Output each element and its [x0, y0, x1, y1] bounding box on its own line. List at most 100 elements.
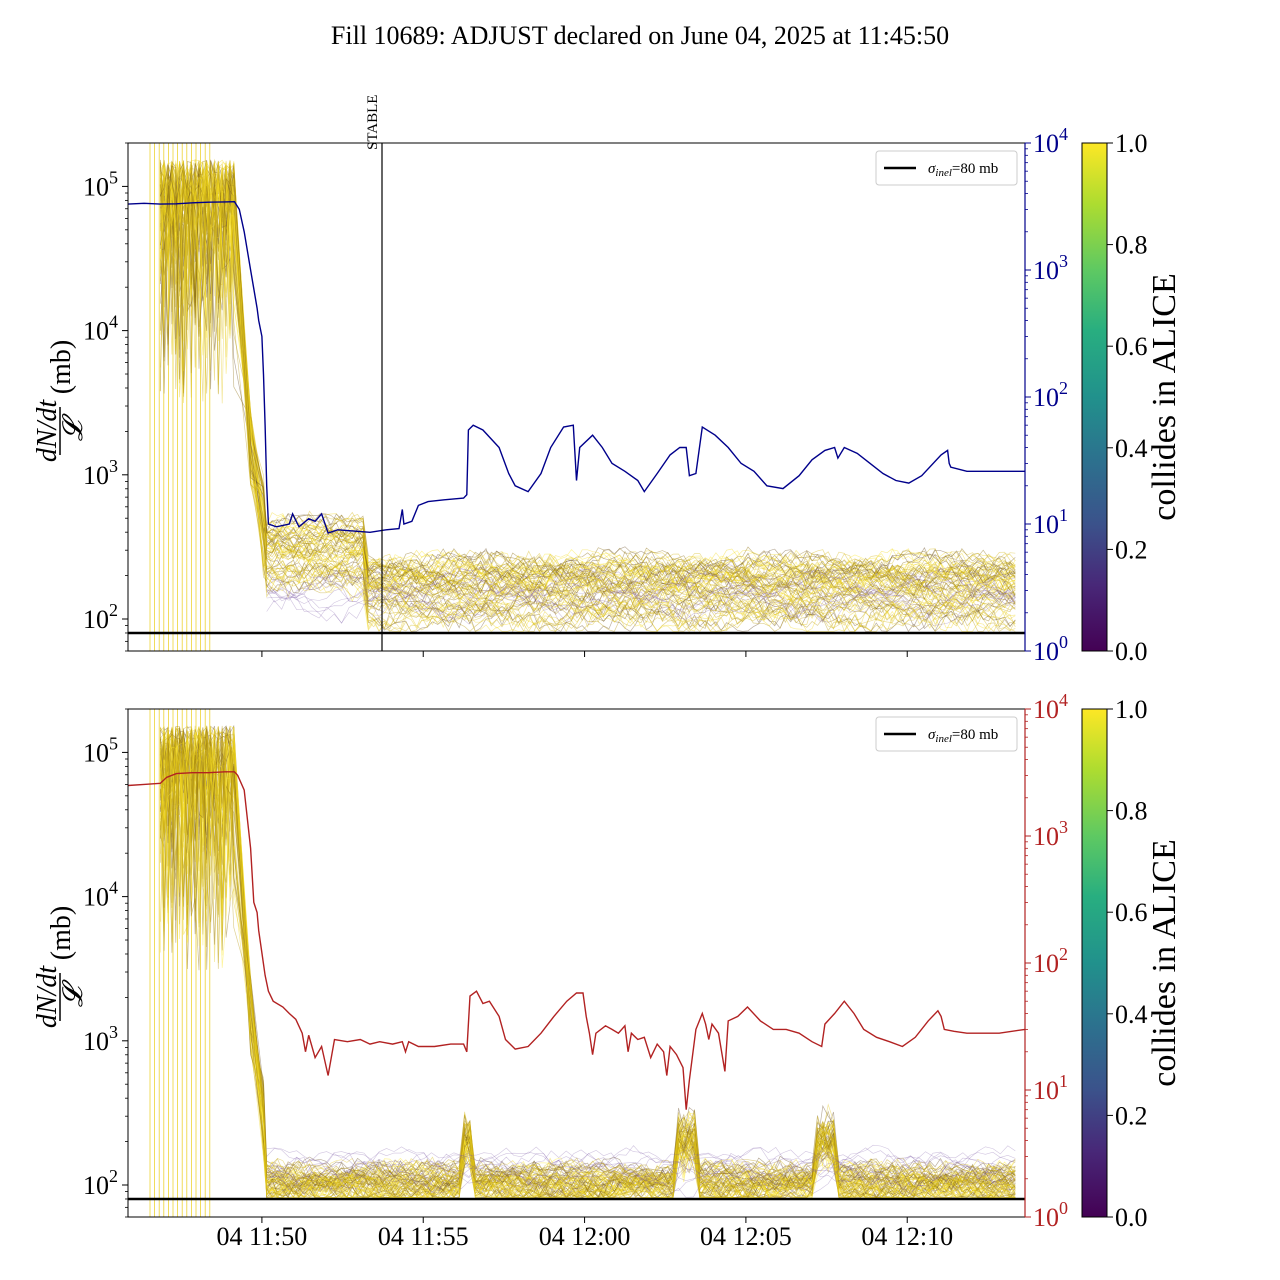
- lower-colorbar-ticks: 0.0 0.2 0.4 0.6 0.8 1.0: [1107, 695, 1148, 1232]
- upper-colorbar: 0.0 0.2 0.4 0.6 0.8 1.0 collides in ALICE: [1081, 129, 1183, 666]
- svg-text:σinel=80 mb: σinel=80 mb: [928, 161, 998, 179]
- bunch-line: [159, 735, 1016, 1198]
- bunch-line: [159, 165, 1016, 599]
- bunch-line: [159, 724, 1016, 1199]
- bunch-line: [159, 732, 1016, 1199]
- bunch-line: [159, 160, 1016, 594]
- bunch-line: [159, 726, 1016, 1197]
- bunch-line: [159, 728, 1016, 1199]
- bunch-line: [159, 160, 1016, 592]
- bunch-line: [159, 160, 1016, 604]
- bunch-line: [159, 164, 1016, 593]
- bunch-line: [160, 729, 1016, 1196]
- bunch-line: [159, 166, 1016, 598]
- colorbar-tick-label: 0.4: [1115, 434, 1148, 463]
- bunch-line: [159, 158, 1016, 618]
- y-tick-label: 102: [83, 600, 118, 634]
- bunch-line-noncolliding: [266, 1158, 1016, 1197]
- bunch-line: [159, 727, 1016, 1197]
- bunch-line-noncolliding: [266, 586, 1016, 624]
- upper-x-axis: [261, 651, 908, 657]
- x-tick-label: 04 12:00: [539, 1222, 631, 1251]
- bunch-line: [159, 726, 1016, 1199]
- bunch-line: [159, 162, 1016, 586]
- y2-tick-label: 100: [1033, 632, 1068, 666]
- colorbar-tick-label: 0.8: [1115, 231, 1148, 260]
- bunch-line: [159, 161, 1016, 607]
- y2-tick-label: 103: [1033, 251, 1068, 285]
- colorbar-tick-label: 0.6: [1115, 898, 1148, 927]
- bunch-line-noncolliding: [266, 573, 1016, 611]
- bunch-line: [159, 162, 1016, 612]
- lower-legend: σinel=80 mb: [875, 716, 1018, 752]
- bunch-line: [159, 729, 1016, 1199]
- y-tick-label: 103: [83, 1022, 118, 1056]
- bunch-line: [159, 732, 1016, 1199]
- bunch-line-noncolliding: [266, 1154, 1016, 1192]
- bunch-line-noncolliding: [266, 1144, 1016, 1180]
- bunch-line: [159, 726, 1016, 1199]
- bunch-line: [159, 160, 1016, 594]
- y2-tick-label: 101: [1033, 1071, 1068, 1105]
- lower-x-axis: 04 11:50 04 11:55 04 12:00 04 12:05 04 12:10: [217, 1217, 953, 1251]
- bunch-line: [159, 725, 1016, 1199]
- bunch-line: [159, 160, 1016, 602]
- y2-tick-label: 103: [1033, 817, 1068, 851]
- bunch-line: [159, 731, 1016, 1194]
- bunch-line: [160, 727, 1016, 1191]
- bunch-line-noncolliding: [266, 1163, 1016, 1198]
- bunch-line: [159, 164, 1016, 586]
- bunch-line: [159, 163, 1016, 633]
- bunch-line-noncolliding: [266, 568, 1016, 607]
- bunch-line: [160, 160, 1016, 632]
- bunch-line: [159, 161, 1016, 618]
- bunch-line: [159, 726, 1016, 1199]
- bunch-line-noncolliding: [266, 587, 1016, 626]
- bunch-line: [159, 725, 1016, 1199]
- bunch-line: [159, 727, 1016, 1199]
- bunch-line: [159, 159, 1016, 601]
- bunch-line: [159, 161, 1016, 611]
- bunch-line: [159, 733, 1016, 1199]
- bunch-line: [159, 170, 1016, 604]
- bunch-line: [159, 165, 1016, 595]
- colorbar-tick-label: 1.0: [1115, 695, 1148, 724]
- bunch-line-noncolliding: [266, 583, 1016, 619]
- bunch-line: [159, 728, 1016, 1199]
- bunch-line: [159, 161, 1016, 633]
- bunch-line: [159, 731, 1016, 1199]
- colorbar-tick-label: 1.0: [1115, 129, 1148, 158]
- colorbar-tick-label: 0.8: [1115, 797, 1148, 826]
- lower-ylabel-numerator: dN/dt: [32, 965, 63, 1028]
- bunch-line: [159, 163, 1016, 600]
- bunch-line: [159, 726, 1016, 1199]
- chart-title: Fill 10689: ADJUST declared on June 04, …: [331, 21, 949, 50]
- bunch-line: [160, 172, 1016, 590]
- bunch-line: [159, 726, 1016, 1198]
- bunch-line: [159, 725, 1016, 1199]
- bunch-line: [159, 726, 1016, 1199]
- bunch-line: [159, 175, 1016, 587]
- bunch-line: [159, 727, 1016, 1199]
- y2-tick-label: 102: [1033, 378, 1068, 412]
- bunch-line-noncolliding: [266, 567, 1016, 605]
- bunch-line: [159, 160, 1016, 633]
- svg-text:σinel=80 mb: σinel=80 mb: [928, 727, 998, 745]
- bunch-line: [159, 725, 1016, 1193]
- bunch-line: [159, 159, 1016, 597]
- bunch-line: [160, 728, 1016, 1199]
- lower-bunch-lines: [149, 709, 1016, 1217]
- bunch-line-noncolliding: [266, 1149, 1016, 1188]
- y-tick-label: 105: [83, 733, 118, 767]
- bunch-line: [159, 744, 1016, 1199]
- bunch-line: [159, 728, 1016, 1199]
- bunch-line-noncolliding: [266, 1152, 1016, 1190]
- upper-colorbar-ticks: 0.0 0.2 0.4 0.6 0.8 1.0: [1107, 129, 1148, 666]
- bunch-line: [159, 162, 1016, 614]
- bunch-line: [159, 163, 1016, 583]
- bunch-line: [159, 159, 1016, 616]
- bunch-line: [160, 728, 1016, 1199]
- stable-label: STABLE: [365, 95, 381, 150]
- bunch-line: [159, 726, 1016, 1199]
